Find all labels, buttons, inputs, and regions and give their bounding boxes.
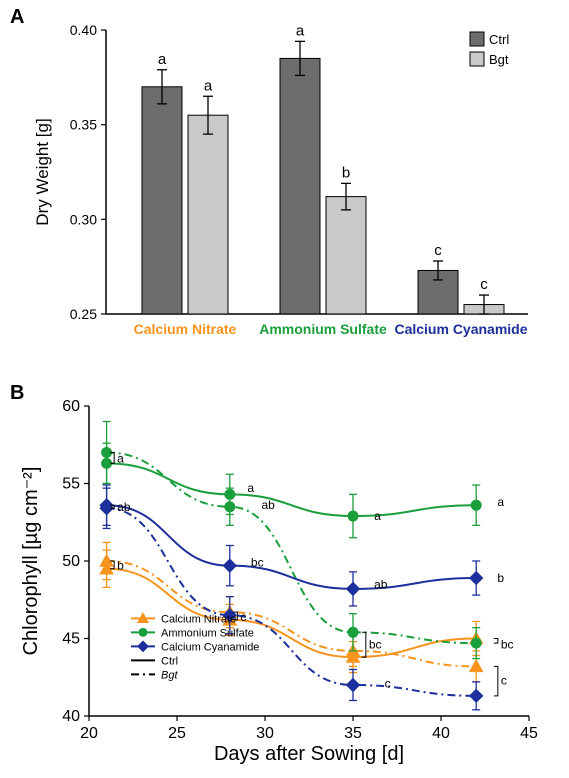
svg-text:50: 50: [62, 553, 80, 570]
svg-text:bc: bc: [501, 638, 514, 652]
svg-text:a: a: [497, 495, 504, 509]
svg-text:40: 40: [62, 708, 80, 725]
svg-text:b: b: [497, 571, 504, 585]
svg-text:a: a: [117, 452, 124, 466]
svg-text:55: 55: [62, 476, 80, 493]
svg-text:Ammonium Sulfate: Ammonium Sulfate: [161, 627, 254, 639]
svg-text:Calcium Nitrate: Calcium Nitrate: [134, 321, 237, 337]
svg-text:a: a: [374, 509, 381, 523]
svg-text:ab: ab: [374, 577, 388, 591]
svg-text:0.30: 0.30: [70, 211, 97, 227]
svg-text:Calcium Nitrate: Calcium Nitrate: [161, 613, 236, 625]
svg-text:c: c: [501, 673, 507, 687]
svg-text:20: 20: [80, 725, 98, 742]
svg-text:0.40: 0.40: [70, 22, 97, 38]
figure: A 0.250.300.350.40Dry Weight [g]aaabccCa…: [0, 0, 569, 778]
svg-text:b: b: [342, 164, 350, 181]
svg-text:c: c: [240, 610, 246, 624]
svg-text:25: 25: [168, 725, 186, 742]
svg-text:Bgt: Bgt: [489, 52, 509, 67]
panel-a-chart: 0.25 0.30 0.35 0.40 Dry Weight [g] a a a b c c Calc…: [28, 4, 548, 354]
svg-text:c: c: [385, 676, 391, 690]
svg-text:Calcium Cyanamide: Calcium Cyanamide: [161, 641, 259, 653]
svg-text:a: a: [296, 22, 305, 39]
svg-text:35: 35: [344, 725, 362, 742]
svg-text:Ctrl: Ctrl: [489, 32, 509, 47]
svg-text:Dry Weight [g]: Dry Weight [g]: [33, 118, 52, 225]
svg-text:c: c: [480, 276, 488, 293]
svg-text:Ammonium Sulfate: Ammonium Sulfate: [259, 321, 387, 337]
svg-text:40: 40: [432, 725, 450, 742]
svg-text:c: c: [434, 242, 442, 259]
svg-text:30: 30: [256, 725, 274, 742]
svg-text:Chlorophyll [µg cm⁻²]: Chlorophyll [µg cm⁻²]: [20, 467, 42, 656]
svg-text:a: a: [247, 481, 254, 495]
svg-text:0.35: 0.35: [70, 117, 97, 133]
svg-text:a: a: [204, 77, 213, 94]
svg-text:Days after Sowing [d]: Days after Sowing [d]: [214, 743, 404, 765]
svg-text:45: 45: [520, 725, 538, 742]
svg-text:Calcium Cyanamide: Calcium Cyanamide: [394, 321, 527, 337]
svg-text:ab: ab: [117, 500, 131, 514]
svg-text:0.25: 0.25: [70, 306, 97, 322]
panel-b-chart: 20 25 30 35 40 45 40 45 50 55 60 Days after Sowing …: [17, 392, 557, 772]
svg-text:b: b: [117, 559, 124, 573]
svg-text:Ctrl: Ctrl: [161, 655, 178, 667]
svg-text:ab: ab: [261, 498, 275, 512]
svg-text:60: 60: [62, 398, 80, 415]
svg-text:45: 45: [62, 631, 80, 648]
svg-text:bc: bc: [251, 556, 264, 570]
svg-text:bc: bc: [369, 638, 382, 652]
svg-text:a: a: [158, 51, 167, 68]
panel-a-label: A: [10, 6, 24, 29]
svg-text:Bgt: Bgt: [161, 669, 178, 681]
